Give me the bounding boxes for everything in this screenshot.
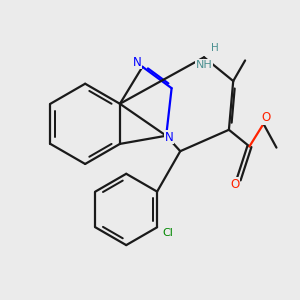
Text: H: H bbox=[211, 44, 218, 53]
Text: NH: NH bbox=[196, 60, 212, 70]
Text: O: O bbox=[230, 178, 240, 191]
Text: Cl: Cl bbox=[162, 228, 173, 238]
Text: O: O bbox=[262, 111, 271, 124]
Text: N: N bbox=[133, 56, 142, 69]
Text: N: N bbox=[165, 131, 174, 144]
